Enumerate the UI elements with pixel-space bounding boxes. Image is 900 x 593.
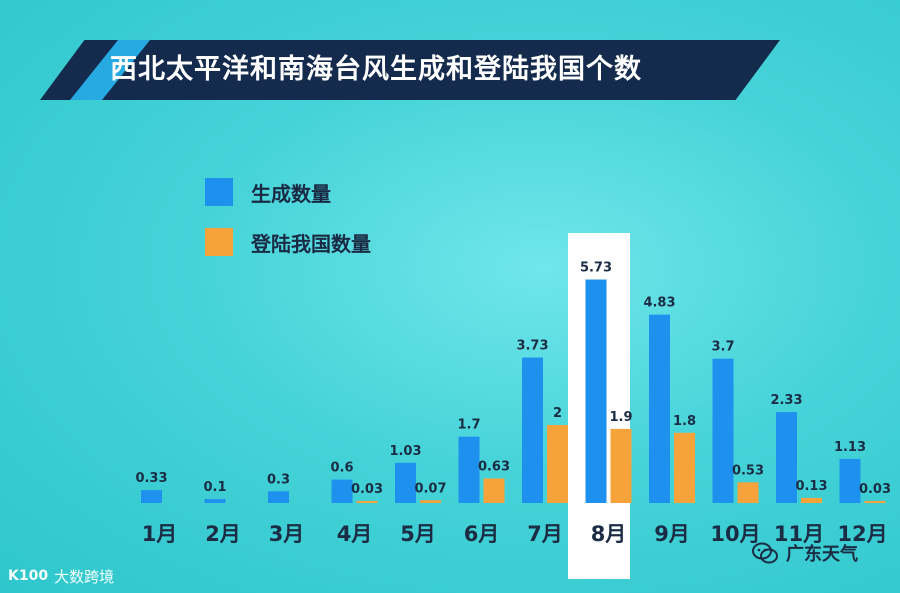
bar-generated-9 [649, 314, 670, 503]
bar-landed-12 [864, 501, 886, 503]
x-tick-label-7: 7月 [527, 522, 563, 546]
bar-generated-1 [141, 490, 162, 503]
legend-swatch-landed [205, 228, 233, 256]
bar-landed-11 [801, 497, 822, 503]
value-label-landed-4: 0.03 [351, 482, 383, 497]
x-tick-label-6: 6月 [464, 522, 500, 546]
value-label-landed-8: 1.9 [609, 410, 632, 425]
x-tick-label-2: 2月 [205, 522, 241, 546]
value-label-landed-5: 0.07 [414, 481, 446, 496]
value-label-landed-11: 0.13 [795, 479, 827, 494]
watermark-logo: K100 [8, 568, 49, 584]
watermark-right-text: 广东天气 [786, 544, 858, 565]
x-tick-label-11: 11月 [774, 522, 824, 546]
value-label-generated-8: 5.73 [580, 261, 612, 276]
watermark-left: K100 大数跨境 [8, 563, 114, 589]
x-tick-label-9: 9月 [654, 522, 690, 546]
value-label-generated-12: 1.13 [834, 440, 866, 455]
bar-generated-10 [712, 358, 734, 503]
x-tick-label-8: 8月 [591, 522, 627, 546]
x-tick-label-10: 10月 [710, 522, 760, 546]
bar-generated-6 [458, 436, 480, 503]
legend-label-generated: 生成数量 [251, 181, 331, 206]
bar-generated-12 [839, 458, 861, 503]
value-label-landed-6: 0.63 [478, 459, 510, 474]
bar-landed-9 [674, 432, 695, 503]
value-label-landed-10: 0.53 [732, 463, 764, 478]
chart-title: 西北太平洋和南海台风生成和登陆我国个数 [110, 54, 642, 85]
bar-generated-8 [585, 279, 607, 503]
value-label-generated-4: 0.6 [330, 461, 353, 476]
x-tick-label-3: 3月 [269, 522, 305, 546]
bar-landed-8 [610, 428, 632, 503]
value-label-generated-2: 0.1 [203, 480, 226, 495]
legend-item-landed: 登陆我国数量 [205, 228, 371, 256]
value-label-generated-11: 2.33 [770, 393, 802, 408]
bar-generated-7 [522, 357, 543, 503]
value-label-landed-9: 1.8 [673, 414, 696, 429]
value-label-generated-5: 1.03 [389, 444, 421, 459]
x-tick-label-4: 4月 [337, 522, 373, 546]
value-label-generated-1: 0.33 [135, 471, 167, 486]
bar-generated-5 [395, 462, 416, 503]
bar-generated-11 [776, 412, 797, 503]
title-band [40, 40, 780, 100]
bar-landed-10 [737, 482, 759, 503]
value-label-generated-10: 3.7 [711, 340, 734, 355]
bar-generated-4 [331, 479, 353, 503]
bar-generated-3 [268, 491, 289, 503]
bar-generated-2 [204, 499, 226, 503]
value-label-generated-9: 4.83 [643, 296, 675, 311]
legend-label-landed: 登陆我国数量 [251, 231, 371, 256]
value-label-generated-7: 3.73 [516, 339, 548, 354]
wechat-icon [752, 542, 778, 564]
x-tick-label-1: 1月 [142, 522, 178, 546]
value-label-landed-12: 0.03 [859, 482, 891, 497]
bar-landed-6 [483, 478, 505, 503]
watermark-right: 广东天气 [752, 540, 858, 566]
value-label-generated-3: 0.3 [267, 472, 290, 487]
legend-swatch-generated [205, 178, 233, 206]
value-label-generated-6: 1.7 [457, 418, 480, 433]
bar-landed-7 [547, 425, 568, 503]
legend-item-generated: 生成数量 [205, 178, 331, 206]
bar-landed-4 [356, 501, 378, 503]
x-tick-label-5: 5月 [400, 522, 436, 546]
bar-landed-5 [420, 500, 441, 503]
watermark-left-text: 大数跨境 [54, 567, 115, 586]
x-tick-label-12: 12月 [837, 522, 887, 546]
value-label-landed-7: 2 [553, 406, 562, 421]
